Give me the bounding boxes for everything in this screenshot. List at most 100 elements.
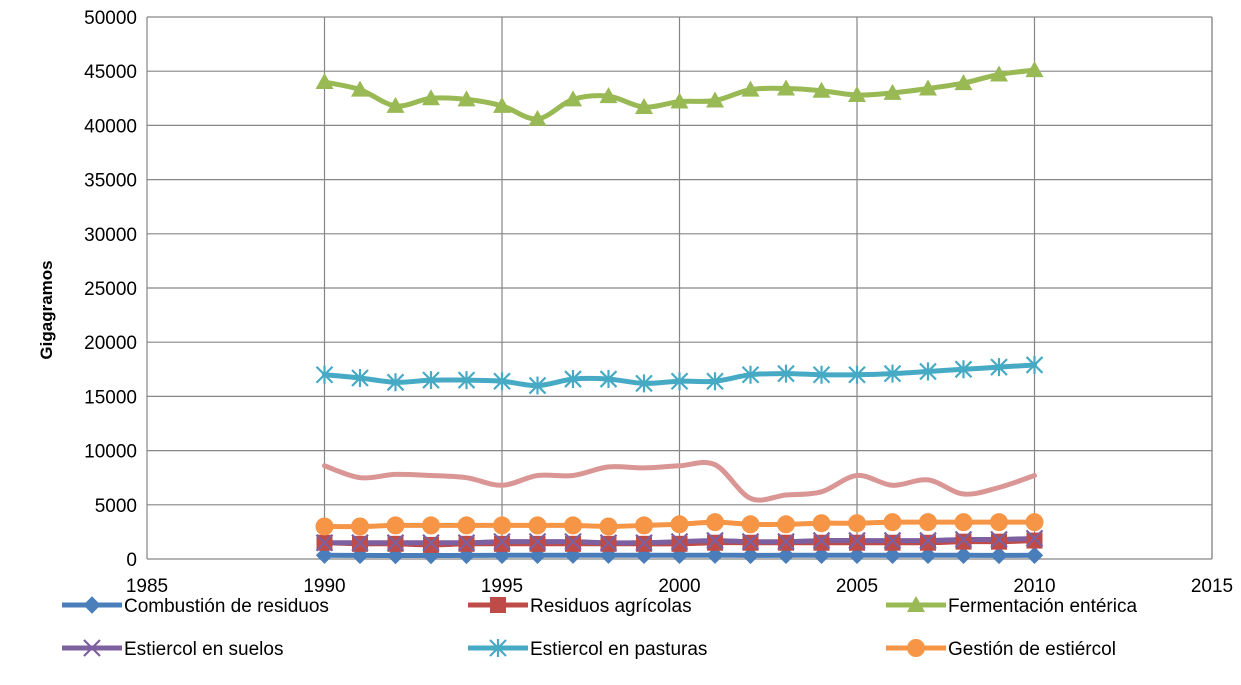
legend-marker	[907, 596, 925, 612]
data-point-residuos-agricolas	[494, 535, 510, 552]
data-point-estiercol-en-suelos	[777, 532, 795, 551]
data-point-estiercol-en-suelos	[351, 533, 369, 552]
legend-item: Residuos agrícolas	[468, 596, 692, 617]
data-point-fermentacion-enterica	[635, 97, 653, 114]
data-point-estiercol-en-pasturas	[848, 365, 866, 384]
data-point-gestion-de-estiercol	[493, 516, 511, 535]
data-point-gestion-de-estiercol	[315, 517, 334, 536]
legend-marker	[490, 597, 506, 613]
legend-item: Gestión de estiércol	[886, 639, 1116, 660]
data-point-estiercol-en-pasturas	[315, 365, 334, 384]
legend: Combustión de residuos Residuos agrícolas…	[62, 596, 1137, 660]
legend-label: Estiercol en suelos	[124, 639, 283, 660]
data-point-fermentacion-enterica	[386, 96, 405, 113]
data-point-combustion-de-residuos	[1025, 546, 1044, 565]
data-point-estiercol-en-pasturas	[635, 374, 653, 393]
legend-label: Gestión de estiércol	[948, 639, 1116, 660]
data-point-combustion-de-residuos	[315, 546, 334, 564]
data-point-estiercol-en-suelos	[528, 532, 547, 551]
y-tick-label: 20000	[84, 333, 137, 354]
data-point-fermentacion-enterica	[812, 81, 831, 98]
data-point-fermentacion-enterica	[954, 74, 973, 91]
data-point-residuos-agricolas	[991, 533, 1007, 550]
data-point-estiercol-en-suelos	[706, 531, 724, 550]
data-point-combustion-de-residuos	[812, 546, 831, 565]
x-tick-label: 2015	[1191, 576, 1233, 597]
data-point-fermentacion-enterica	[777, 79, 795, 96]
legend-label: Fermentación entérica	[948, 596, 1137, 617]
legend-label: Residuos agrícolas	[530, 596, 692, 617]
data-point-estiercol-en-pasturas	[777, 364, 795, 383]
data-point-estiercol-en-pasturas	[493, 372, 511, 391]
x-tick-label: 1990	[303, 576, 345, 597]
data-point-estiercol-en-suelos	[422, 533, 440, 552]
data-point-estiercol-en-pasturas	[599, 370, 618, 389]
data-point-combustion-de-residuos	[919, 546, 937, 565]
data-point-estiercol-en-pasturas	[1025, 355, 1044, 374]
y-tick-label: 40000	[84, 116, 137, 137]
data-point-combustion-de-residuos	[883, 546, 902, 565]
data-point-estiercol-en-pasturas	[457, 371, 476, 390]
data-point-gestion-de-estiercol	[741, 515, 760, 534]
series-line-series-6	[322, 460, 1037, 503]
data-point-residuos-agricolas	[1026, 532, 1043, 549]
data-point-gestion-de-estiercol	[386, 516, 405, 535]
legend-marker	[489, 639, 507, 657]
x-tick-label: 2000	[658, 576, 700, 597]
data-point-estiercol-en-pasturas	[386, 373, 405, 392]
data-point-gestion-de-estiercol	[990, 513, 1008, 532]
legend-item: Estiercol en suelos	[62, 639, 283, 660]
data-point-residuos-agricolas	[849, 534, 865, 551]
data-point-estiercol-en-pasturas	[706, 372, 724, 391]
y-tick-label: 50000	[84, 8, 137, 29]
data-point-fermentacion-enterica	[599, 87, 618, 104]
data-point-estiercol-en-suelos	[919, 531, 937, 550]
data-point-estiercol-en-suelos	[599, 533, 618, 552]
legend-marker	[83, 596, 101, 614]
data-point-estiercol-en-pasturas	[919, 362, 937, 381]
data-point-fermentacion-enterica	[848, 86, 866, 103]
y-tick-label: 15000	[84, 387, 137, 408]
data-point-fermentacion-enterica	[670, 92, 689, 109]
data-point-gestion-de-estiercol	[1025, 513, 1044, 532]
data-point-estiercol-en-pasturas	[883, 364, 902, 383]
data-point-estiercol-en-suelos	[564, 532, 582, 551]
y-tick-label: 10000	[84, 442, 137, 463]
data-point-estiercol-en-suelos	[848, 531, 866, 550]
data-point-fermentacion-enterica	[315, 73, 334, 90]
y-tick-label: 25000	[84, 279, 137, 300]
data-point-gestion-de-estiercol	[812, 514, 831, 533]
legend-item: Combustión de residuos	[62, 596, 329, 617]
y-tick-label: 35000	[84, 171, 137, 192]
y-tick-label: 5000	[95, 496, 137, 517]
data-point-gestion-de-estiercol	[457, 516, 476, 535]
data-point-residuos-agricolas	[671, 535, 688, 552]
tick-labels: 0 5000 10000 15000 20000 25000 30000 35000 40000…	[84, 8, 1233, 597]
y-tick-label: 45000	[84, 62, 137, 83]
legend-marker	[83, 639, 101, 657]
x-tick-label: 1995	[481, 576, 523, 597]
data-point-estiercol-en-suelos	[670, 532, 689, 551]
data-point-gestion-de-estiercol	[599, 517, 618, 536]
legend-item: Estiercol en pasturas	[468, 639, 707, 660]
data-point-residuos-agricolas	[707, 534, 723, 551]
data-point-estiercol-en-suelos	[812, 531, 831, 550]
data-point-estiercol-en-suelos	[741, 532, 760, 551]
data-point-combustion-de-residuos	[848, 546, 866, 565]
data-point-gestion-de-estiercol	[706, 513, 724, 532]
data-point-estiercol-en-suelos	[1025, 529, 1044, 548]
legend-label: Combustión de residuos	[124, 596, 329, 617]
data-point-gestion-de-estiercol	[883, 513, 902, 532]
data-point-fermentacion-enterica	[422, 89, 440, 106]
data-point-fermentacion-enterica	[564, 90, 582, 107]
data-point-gestion-de-estiercol	[848, 514, 866, 533]
legend-item: Fermentación entérica	[886, 596, 1137, 617]
data-point-estiercol-en-suelos	[457, 533, 476, 552]
data-point-estiercol-en-suelos	[315, 533, 334, 552]
data-point-residuos-agricolas	[884, 534, 901, 551]
data-point-estiercol-en-pasturas	[422, 371, 440, 390]
x-tick-label: 2010	[1013, 576, 1055, 597]
data-point-estiercol-en-pasturas	[954, 360, 973, 379]
data-point-estiercol-en-pasturas	[528, 376, 547, 395]
data-point-fermentacion-enterica	[1025, 61, 1044, 78]
